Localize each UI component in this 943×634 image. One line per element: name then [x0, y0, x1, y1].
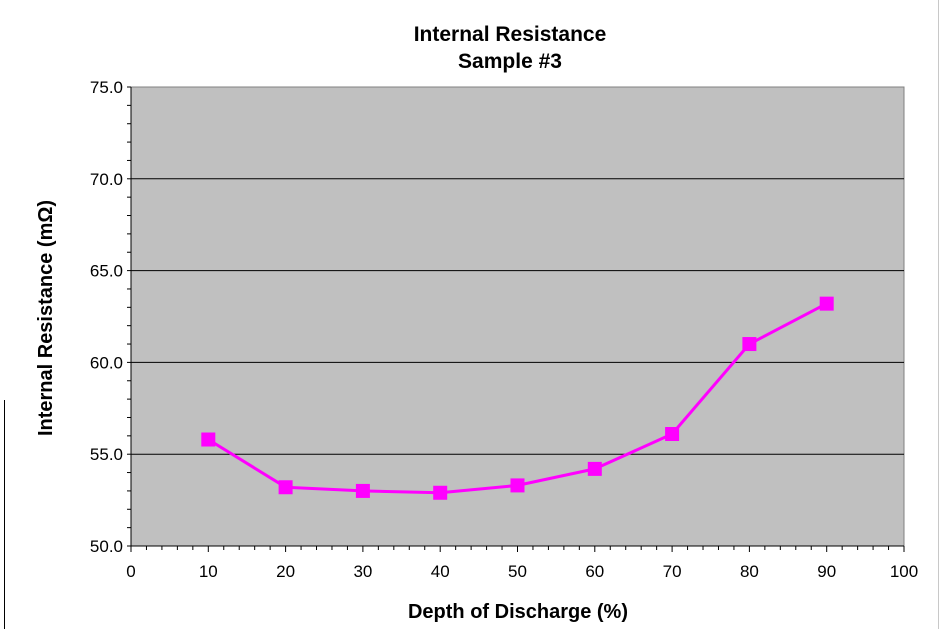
- x-axis-title: Depth of Discharge (%): [408, 601, 628, 623]
- x-tick-label-8: 80: [740, 562, 759, 581]
- left-border-line: [4, 400, 5, 629]
- right-border-line: [938, 0, 939, 629]
- y-tick-label-4: 70.0: [90, 170, 123, 189]
- plot-layer: 50.0 55.0 60.0 65.0 70.0 75.0 0 10 20 30 40 50 60 70 8…: [90, 78, 918, 581]
- data-point-0: [201, 432, 216, 447]
- x-tick-label-5: 50: [508, 562, 527, 581]
- chart-title: Internal Resistance: [414, 23, 607, 46]
- x-tick-label-10: 100: [890, 562, 918, 581]
- y-tick-label-0: 50.0: [90, 537, 123, 556]
- x-tick-label-9: 90: [817, 562, 836, 581]
- x-tick-label-2: 20: [276, 562, 295, 581]
- x-tick-label-0: 0: [126, 562, 135, 581]
- x-tick-label-1: 10: [199, 562, 218, 581]
- x-tick-label-4: 40: [431, 562, 450, 581]
- y-axis-title: Internal Resistance (mΩ): [35, 200, 57, 436]
- y-tick-label-1: 55.0: [90, 445, 123, 464]
- y-tick-label-5: 75.0: [90, 78, 123, 97]
- data-point-4: [510, 478, 525, 493]
- data-point-1: [278, 480, 293, 495]
- y-tick-label-3: 65.0: [90, 262, 123, 281]
- x-tick-label-6: 60: [585, 562, 604, 581]
- y-tick-label-2: 60.0: [90, 353, 123, 372]
- data-point-3: [433, 485, 448, 500]
- x-tick-label-3: 30: [353, 562, 372, 581]
- data-point-8: [819, 296, 834, 311]
- plot-area: [130, 86, 905, 547]
- data-point-5: [587, 461, 602, 476]
- data-point-7: [742, 337, 757, 352]
- chart-subtitle: Sample #3: [458, 50, 562, 73]
- x-tick-label-7: 70: [663, 562, 682, 581]
- data-point-6: [665, 427, 680, 442]
- data-point-2: [355, 483, 370, 498]
